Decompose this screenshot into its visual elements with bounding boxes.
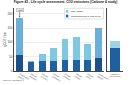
svg-text:gCO2 / km: gCO2 / km	[3, 32, 7, 47]
svg-text:Electric(Poland): Electric(Poland)	[63, 73, 72, 81]
svg-text:Electric(France): Electric(France)	[29, 73, 38, 81]
svg-text:200: 200	[7, 12, 12, 16]
svg-text:Electric(USA): Electric(USA)	[86, 73, 94, 81]
svg-text:Combustion(diesel): Combustion(diesel)	[97, 73, 110, 83]
svg-text:Source: Carbone 4: Source: Carbone 4	[3, 79, 25, 82]
svg-text:0: 0	[11, 69, 13, 73]
svg-text:Combustion(petrol): Combustion(petrol)	[18, 73, 31, 83]
svg-text:Electric(Germany): Electric(Germany)	[52, 73, 63, 82]
svg-text:Manufacturing & end of life: Manufacturing & end of life	[71, 15, 101, 18]
svg-text:50: 50	[9, 55, 13, 59]
svg-text:~185: ~185	[17, 9, 23, 12]
svg-text:Use phase: Use phase	[71, 10, 84, 13]
svg-text:Electric(EU mix): Electric(EU mix)	[40, 73, 50, 81]
svg-text:Electric(China): Electric(China)	[74, 73, 83, 81]
svg-text:100: 100	[7, 40, 12, 44]
svg-text:Hydrogen(electrolysis): Hydrogen(electrolysis)	[109, 73, 121, 78]
svg-text:150: 150	[7, 26, 12, 30]
svg-text:Figure 43 - Life cycle assessm: Figure 43 - Life cycle assessment, CO2 e…	[14, 0, 117, 4]
